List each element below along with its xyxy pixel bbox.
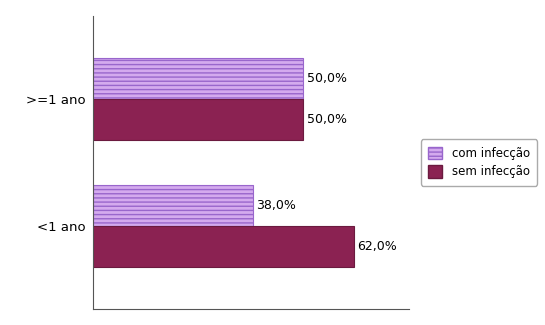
Text: 38,0%: 38,0%: [256, 199, 296, 212]
Bar: [93, 226, 354, 267]
Bar: [93, 185, 253, 226]
Legend: com infecção, sem infecção: com infecção, sem infecção: [421, 139, 537, 186]
Bar: [93, 99, 304, 140]
Text: 50,0%: 50,0%: [307, 113, 347, 126]
Text: 50,0%: 50,0%: [307, 72, 347, 85]
Text: 62,0%: 62,0%: [358, 240, 397, 253]
Bar: [93, 58, 304, 99]
